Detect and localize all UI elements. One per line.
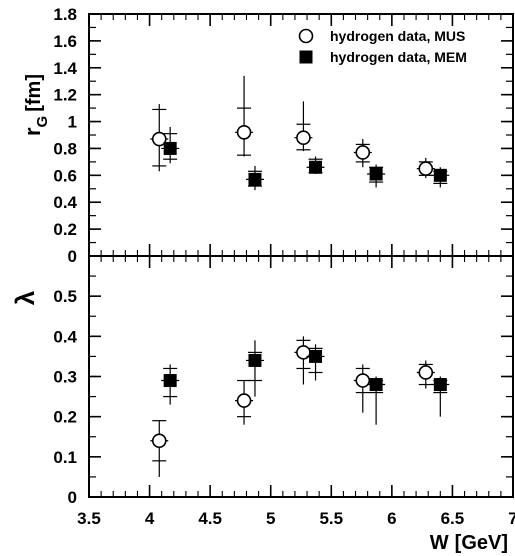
y-tick-label: 0.2: [53, 408, 77, 427]
x-tick-label: 4.5: [198, 509, 222, 528]
data-point-filled-square: [309, 160, 323, 174]
y-tick-label: 1.4: [53, 59, 77, 78]
data-point-open-circle: [355, 145, 371, 160]
x-axis-title-main: W: [430, 532, 449, 554]
data-point-open-circle: [418, 161, 434, 176]
data-point-filled-square: [309, 349, 323, 363]
data-point-filled-square: [163, 141, 177, 155]
axes-layer: [88, 13, 514, 498]
data-point-filled-square: [433, 168, 447, 182]
y-axis-title-bottom: λ: [10, 290, 40, 305]
y-tick-label: 0: [68, 488, 77, 507]
x-tick-label: 4: [145, 509, 155, 528]
data-point-open-circle: [236, 125, 252, 140]
y-tick-label: 0: [68, 247, 77, 266]
data-point-open-circle: [418, 365, 434, 380]
y-axis-title-main: r: [20, 127, 45, 136]
data-point-open-circle: [151, 433, 167, 449]
x-tick-label: 6.5: [441, 509, 465, 528]
y-tick-label: 1: [68, 113, 77, 132]
y-tick-label: 0.3: [53, 368, 77, 387]
data-point-open-circle: [298, 28, 314, 44]
data-layer: [150, 75, 450, 477]
y-tick-label: 1.2: [53, 86, 77, 105]
x-axis-title-unit: [GeV]: [455, 532, 508, 554]
x-tick-label: 5.5: [319, 509, 343, 528]
x-tick-label: 6: [387, 509, 396, 528]
y-tick-label: 0.6: [53, 166, 77, 185]
data-point-filled-square: [248, 172, 262, 186]
data-point-filled-square: [299, 50, 313, 64]
data-point-open-circle: [151, 131, 167, 147]
y-tick-label: 0.1: [53, 448, 77, 467]
y-axis-title-top: rG [fm]: [20, 74, 51, 136]
x-tick-label: 5: [266, 509, 275, 528]
x-tick-label: 3.5: [77, 509, 101, 528]
data-point-filled-square: [163, 374, 177, 388]
y-axis-title-unit: [fm]: [23, 74, 45, 112]
legend-label: hydrogen data, MEM: [330, 49, 467, 65]
legend-label: hydrogen data, MUS: [330, 28, 465, 44]
y-tick-label: 0.8: [53, 139, 77, 158]
data-point-filled-square: [369, 167, 383, 181]
y-axis-title-subscript: G: [34, 116, 51, 128]
y-tick-label: 1.6: [53, 32, 77, 51]
label-layer: 0 0.2 0.4 0.6 0.8 1 1.2 1.4 1.6 1.8 0 0.1 0.2 0.3 0.4 0…: [10, 5, 515, 554]
y-tick-label: 0.4: [53, 327, 77, 346]
y-tick-label: 0.2: [53, 220, 77, 239]
y-tick-label: 1.8: [53, 5, 77, 24]
y-tick-label: 0.4: [53, 193, 77, 212]
data-point-open-circle: [236, 393, 252, 408]
data-point-filled-square: [433, 378, 447, 392]
data-point-filled-square: [369, 378, 383, 392]
data-point-open-circle: [296, 130, 311, 145]
x-tick-label: 7: [508, 509, 515, 528]
legend: hydrogen data, MUS hydrogen data, MEM: [298, 28, 467, 65]
x-axis-title: W [GeV]: [430, 532, 508, 554]
data-point-filled-square: [248, 353, 262, 367]
y-tick-label: 0.5: [53, 287, 77, 306]
